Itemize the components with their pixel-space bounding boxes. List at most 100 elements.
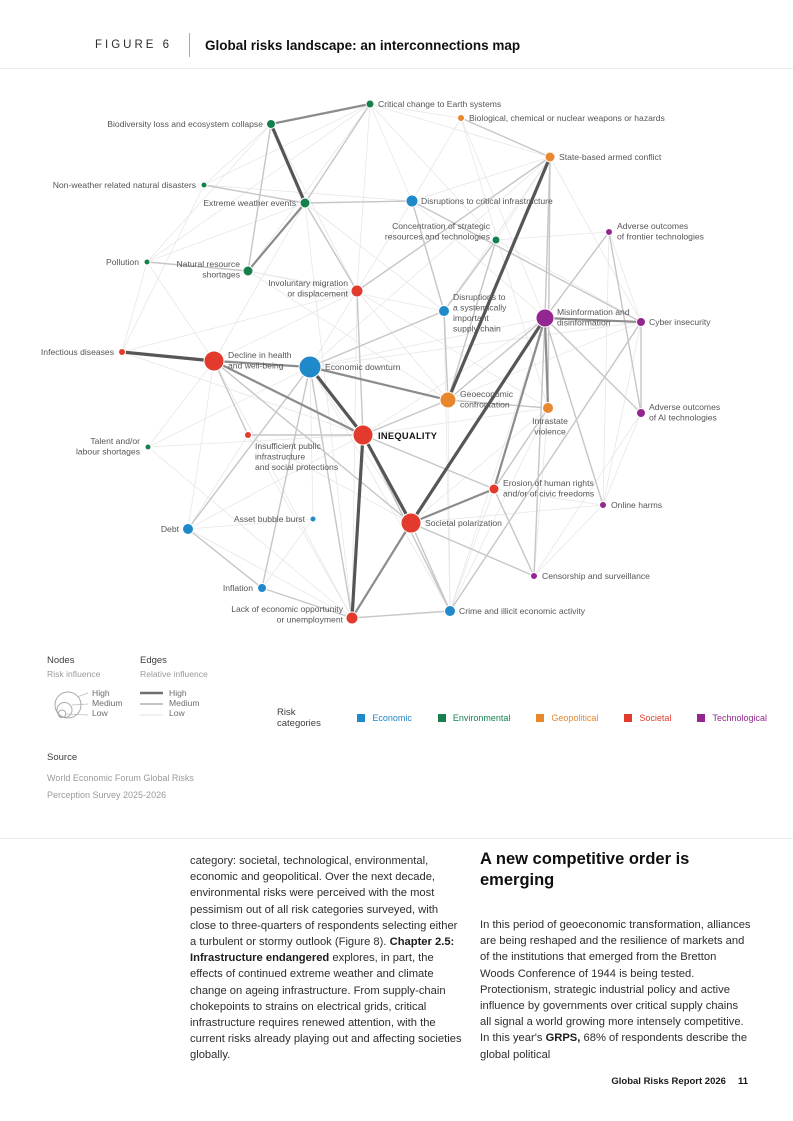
edge-ai-censorship (533, 412, 642, 577)
edge-disasters-weather (203, 184, 306, 204)
edge-insufficient-unemployment (247, 434, 353, 619)
risk-label-supply: Disruptions to a systemically important sup… (453, 292, 507, 334)
edge-resources_conc-cyber (495, 239, 642, 323)
edge-earth-nat_resources (247, 103, 371, 272)
edge-insufficient-polarization (247, 434, 412, 524)
risk-node-talent (144, 443, 152, 451)
section-heading: A new competitive order is emerging (480, 850, 690, 889)
edge-health-inequality (213, 360, 364, 436)
edges-legend-graphic: High Medium Low (140, 684, 208, 724)
edge-downturn-unemployment (309, 366, 353, 619)
edge-weather-migration (304, 202, 358, 292)
interconnections-map: Critical change to Earth systems Biologic… (41, 99, 720, 625)
bottom-divider-rule (0, 838, 793, 839)
legend-category-environmental: Environmental (437, 713, 510, 723)
edge-disasters-infrastructure (203, 184, 413, 202)
edge-inequality-unemployment (350, 434, 365, 619)
right-para-pre: In this period of geoeconomic transforma… (480, 919, 751, 1045)
risk-node-downturn (298, 355, 322, 379)
edge-geoconf-migration (356, 290, 449, 401)
risk-node-unemployment (345, 611, 359, 625)
risk-label-online: Online harms (611, 500, 662, 510)
edge-infrastructure-conflict (411, 156, 551, 202)
edge-health-talent (147, 360, 215, 448)
risk-node-inequality (352, 424, 374, 446)
edge-migration-diseases (121, 290, 358, 353)
edge-downturn-talent (147, 366, 311, 448)
edge-resources_conc-conflict (495, 156, 551, 241)
societal-label: Societal (639, 713, 672, 723)
edge-nat_resources-geoconf (247, 270, 449, 401)
risk-label-disasters: Non-weather related natural disasters (53, 180, 196, 190)
risk-label-talent: Talent and/or labour shortages (76, 436, 140, 457)
risk-node-debt (182, 523, 194, 535)
node-size-levels: High Medium Low (92, 684, 123, 718)
edge-downturn-crime (309, 366, 451, 612)
risk-label-censorship: Censorship and surveillance (542, 571, 650, 581)
edge-health-insufficient (213, 360, 249, 436)
edge-intrastate-conflict (547, 156, 551, 409)
edge-migration-intrastate (356, 290, 549, 409)
edge-weather-biodiversity (269, 123, 307, 204)
risk-node-weather (299, 197, 311, 209)
edge-earth-resources_conc (369, 103, 497, 241)
edge-geoconf-downturn (309, 365, 449, 402)
edge-downturn-inequality (308, 366, 365, 436)
edge-asset-inflation (261, 518, 314, 589)
risk-label-intrastate: Intrastate violence (532, 416, 568, 437)
figure-number: FIGURE 6 (95, 39, 173, 51)
edge-migration-inequality (356, 290, 364, 436)
legend-category-economic: Economic (357, 713, 412, 723)
edge-weather-infrastructure (304, 200, 413, 204)
edge-asset-debt (187, 518, 314, 530)
edge-weather-unemployment (304, 202, 353, 619)
risk-label-inflation: Inflation (223, 583, 253, 593)
edge-inequality-talent (147, 434, 364, 448)
edge-debt-inflation (187, 528, 263, 589)
edge-pollution-health (146, 261, 215, 362)
edge-resources_conc-supply (443, 239, 497, 312)
edge-misinfo-intrastate (543, 317, 550, 409)
edge-polarization-online (410, 504, 604, 524)
risk-label-debt: Debt (161, 524, 180, 534)
risk-label-cyber: Cyber insecurity (649, 317, 711, 327)
edge-polarization-erosion (410, 487, 495, 525)
edge-cyber-online (602, 321, 642, 506)
risk-node-asset (309, 515, 317, 523)
risk-label-crime: Crime and illicit economic activity (459, 606, 586, 616)
edge-health-polarization (213, 360, 412, 524)
top-divider-rule (0, 68, 793, 69)
chapter-reference: Chapter 2.5: Infrastructure endangered (190, 936, 455, 965)
risk-node-inflation (257, 583, 267, 593)
edge-downturn-debt (187, 366, 311, 530)
edge-diseases-inequality (121, 351, 364, 436)
edge-biodiversity-pollution (146, 123, 272, 263)
edge-earth-pollution (146, 103, 371, 263)
risk-node-pollution (143, 258, 151, 266)
risk-label-nat_resources: Natural resource shortages (176, 259, 240, 280)
risk-node-misinfo (535, 308, 555, 328)
edge-biodiversity-nat_resources (247, 123, 272, 272)
risk-label-health: Decline in health and well-being (228, 350, 292, 371)
edge-weather-health (213, 202, 306, 362)
source-block: Source World Economic Forum Global Risks… (47, 752, 194, 804)
edge-polarization-intrastate (410, 407, 549, 524)
edge-resources_conc-geoconf (447, 239, 497, 401)
node-size-legend-icon (54, 691, 89, 719)
source-line-2: Perception Survey 2025-2026 (47, 790, 167, 800)
node-level-medium: Medium (92, 698, 123, 708)
risk-label-diseases: Infectious diseases (41, 347, 114, 357)
edge-weight-levels: High Medium Low (169, 684, 200, 718)
edge-supply-downturn (309, 310, 445, 368)
edge-intrastate-censorship (533, 407, 549, 577)
edge-misinfo-censorship (533, 317, 546, 577)
edge-nat_resources-supply (247, 270, 445, 312)
edge-erosion-online (493, 488, 604, 506)
edge-health-debt (187, 360, 215, 530)
risk-node-supply (438, 305, 450, 317)
legend-category-geopolitical: Geopolitical (536, 713, 598, 723)
risk-node-nat_resources (242, 265, 254, 277)
risk-label-frontier: Adverse outcomes of frontier technologies (617, 221, 704, 242)
risk-label-misinfo: Misinformation and disinformation (557, 307, 630, 328)
legend-category-societal: Societal (624, 713, 671, 723)
